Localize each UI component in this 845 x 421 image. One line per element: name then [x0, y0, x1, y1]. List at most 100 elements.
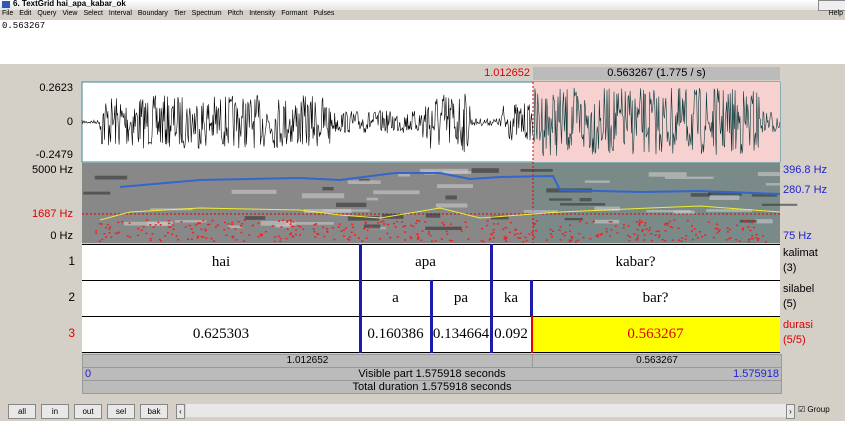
menu-item[interactable]: Spectrum	[192, 10, 222, 17]
spectro-band	[232, 190, 277, 194]
menu-item[interactable]: Pulses	[313, 10, 334, 17]
left-duration-text: 1.012652	[287, 355, 329, 366]
text-area[interactable]: 0.563267	[0, 20, 845, 64]
menu-item[interactable]: File	[2, 10, 13, 17]
pitch-bottom: 75 Hz	[783, 230, 812, 242]
pitch-cursor: 280.7 Hz	[783, 184, 827, 196]
spec-cursor: 1687 Hz	[32, 208, 73, 220]
spectro-band	[445, 195, 456, 199]
boundary	[530, 280, 533, 316]
spectro-band	[95, 176, 127, 180]
selection-duration[interactable]: 0.563267 (1.775 / s)	[533, 67, 780, 80]
interval[interactable]: bar?	[531, 281, 780, 316]
tier-count: (5)	[783, 298, 796, 310]
spectro-band	[580, 198, 592, 201]
wave-max: 0.2623	[39, 82, 73, 94]
spectro-band	[560, 203, 605, 205]
tier-number: 1	[68, 254, 75, 268]
praat-window: 6. TextGrid hai_apa_kabar_ok File Edit Que…	[0, 0, 845, 421]
menu-item[interactable]: Interval	[109, 10, 132, 17]
spectro-band	[691, 193, 711, 196]
app-icon	[2, 1, 10, 8]
button[interactable]: all	[8, 404, 36, 419]
spectro-band	[649, 172, 687, 177]
right-duration-text: 0.563267	[636, 355, 678, 366]
tiers: 1kalimat(3)haiapakabar?2silabel(5)apakab…	[0, 244, 845, 354]
total-bar[interactable]: Total duration 1.575918 seconds	[82, 380, 782, 394]
boundary	[430, 280, 433, 353]
group-label: Group	[807, 405, 829, 414]
menu-item[interactable]: Intensity	[249, 10, 275, 17]
menu-item[interactable]: Select	[83, 10, 102, 17]
visible-bar[interactable]: 0 Visible part 1.575918 seconds 1.575918	[82, 367, 782, 381]
spectro-band	[709, 195, 739, 200]
menu-bar: File Edit Query View Select Interval Boundary T…	[0, 10, 845, 20]
button[interactable]: bak	[140, 404, 168, 419]
interval[interactable]: 0.563267	[531, 317, 780, 352]
interval[interactable]: apa	[360, 245, 491, 280]
menu-item[interactable]: Edit	[19, 10, 31, 17]
spectro-band	[302, 193, 344, 198]
selection-start-text: 1.012652	[484, 67, 533, 79]
interval[interactable]: pa	[431, 281, 491, 316]
total-duration: Total duration 1.575918 seconds	[352, 381, 511, 393]
visible-start: 0	[85, 368, 91, 380]
spectro-band	[336, 203, 366, 207]
spectro-band	[322, 210, 369, 212]
group-option[interactable]: ☑ Group	[798, 405, 830, 414]
visible-part: Visible part 1.575918 seconds	[358, 368, 505, 380]
spectro-band	[398, 174, 410, 177]
interval[interactable]: ka	[491, 281, 531, 316]
menu-item[interactable]: Formant	[281, 10, 307, 17]
spectro-band	[521, 169, 553, 172]
pitch-top: 396.8 Hz	[783, 164, 827, 176]
spectro-band	[373, 190, 419, 194]
tier-name: durasi	[783, 319, 813, 331]
scroll-left[interactable]: ‹	[176, 404, 185, 419]
left-duration[interactable]: 1.012652	[82, 354, 533, 368]
spec-bottom: 0 Hz	[50, 230, 73, 242]
menu-item[interactable]: View	[62, 10, 77, 17]
tier-name: silabel	[783, 283, 814, 295]
spectro-band	[437, 184, 473, 188]
window-title: 6. TextGrid hai_apa_kabar_ok	[13, 0, 126, 8]
spectro-band	[740, 220, 757, 223]
interval[interactable]: 0.625303	[82, 317, 360, 352]
selection-boundary	[531, 316, 533, 353]
menu-item[interactable]: Pitch	[228, 10, 244, 17]
button[interactable]: in	[41, 404, 69, 419]
spectro-band	[426, 213, 440, 217]
scrollbar[interactable]	[186, 404, 786, 417]
right-duration[interactable]: 0.563267	[532, 354, 782, 368]
spectro-band	[762, 204, 797, 206]
menu-help[interactable]: Help	[829, 10, 843, 17]
menu-item[interactable]: Boundary	[138, 10, 168, 17]
tier-count: (5/5)	[783, 334, 806, 346]
spectro-band	[348, 180, 381, 184]
interval[interactable]: 0.134664	[431, 317, 491, 352]
tier-count: (3)	[783, 262, 796, 274]
menu-item[interactable]: Query	[37, 10, 56, 17]
spectro-band	[83, 192, 110, 195]
title-bar: 6. TextGrid hai_apa_kabar_ok	[0, 0, 845, 10]
button[interactable]: sel	[107, 404, 135, 419]
spectro-band	[665, 177, 714, 179]
interval[interactable]: hai	[82, 245, 360, 280]
wave-min: -0.2479	[36, 149, 73, 161]
interval[interactable]: 0.092	[491, 317, 531, 352]
interval[interactable]: a	[360, 281, 431, 316]
interval[interactable]: 0.160386	[360, 317, 431, 352]
spectro-band	[436, 203, 467, 207]
spec-top: 5000 Hz	[32, 164, 73, 176]
visible-end: 1.575918	[733, 368, 779, 380]
spectro-band	[674, 211, 695, 214]
boundary	[359, 244, 362, 353]
scroll-right[interactable]: ›	[786, 404, 795, 419]
tier-name: kalimat	[783, 247, 818, 259]
menu-item[interactable]: Tier	[174, 10, 186, 17]
boundary	[490, 244, 493, 353]
spectro-band	[585, 180, 610, 182]
spectro-band	[549, 198, 572, 200]
interval[interactable]: kabar?	[491, 245, 780, 280]
button[interactable]: out	[74, 404, 102, 419]
